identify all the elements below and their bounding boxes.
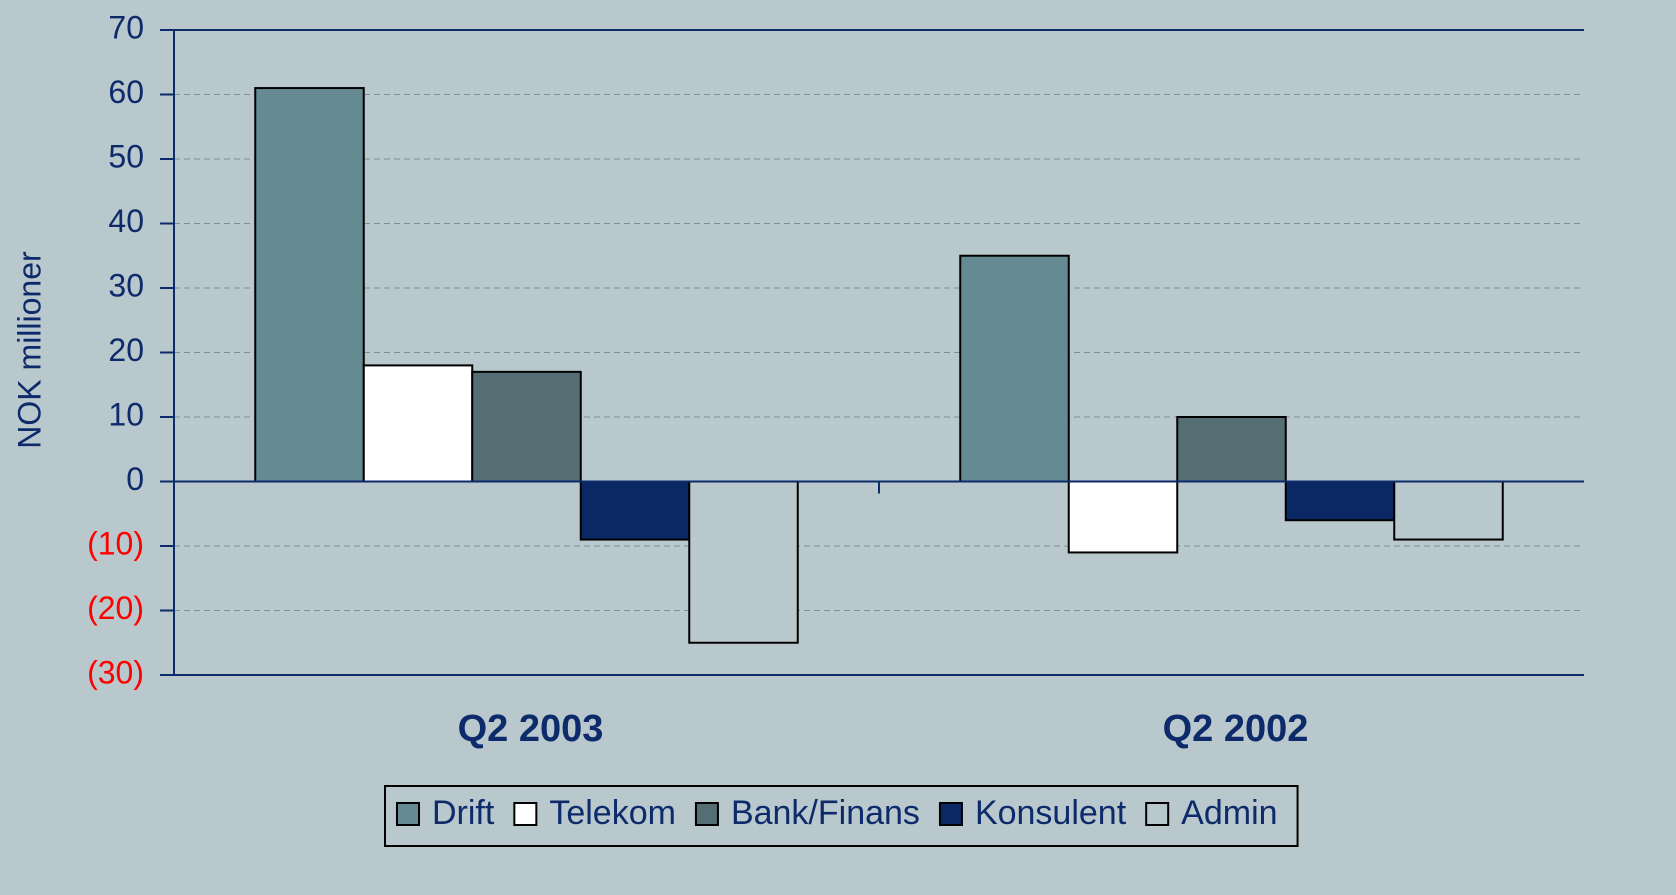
y-tick-label: 10 [108, 396, 144, 432]
bar [1393, 480, 1504, 541]
bar [254, 87, 365, 483]
legend-label: Telekom [549, 794, 676, 832]
legend-swatch [1145, 802, 1170, 826]
x-tick-label: Q2 2002 [1163, 708, 1309, 750]
y-tick-label: 40 [108, 203, 144, 239]
y-tick-label: 70 [108, 9, 144, 45]
legend-label: Admin [1181, 794, 1277, 832]
y-tick-label: 60 [108, 74, 144, 110]
bar [1067, 480, 1179, 554]
legend-label: Drift [432, 794, 495, 832]
y-tick-label: (30) [87, 654, 144, 690]
legend [384, 785, 1299, 847]
legend-label: Bank/Finans [731, 794, 920, 832]
bar [579, 480, 691, 541]
y-axis-label: NOK millioner [11, 251, 47, 449]
y-tick-label: 20 [108, 332, 144, 368]
bar [688, 480, 799, 644]
y-tick-label: 0 [126, 461, 144, 497]
legend-swatch [513, 802, 538, 826]
bar [471, 370, 582, 483]
legend-label: Konsulent [975, 794, 1127, 832]
y-tick-label: 50 [108, 138, 144, 174]
y-tick-label: (20) [87, 590, 144, 626]
legend-swatch [694, 802, 719, 826]
y-tick-label: 30 [108, 267, 144, 303]
legend-swatch [938, 802, 963, 826]
legend-swatch [396, 802, 420, 826]
y-tick-label: (10) [87, 525, 144, 561]
bar [362, 364, 474, 483]
bar [959, 254, 1070, 483]
bar [1284, 480, 1396, 522]
x-tick-label: Q2 2003 [458, 708, 604, 750]
bar [1176, 416, 1287, 483]
